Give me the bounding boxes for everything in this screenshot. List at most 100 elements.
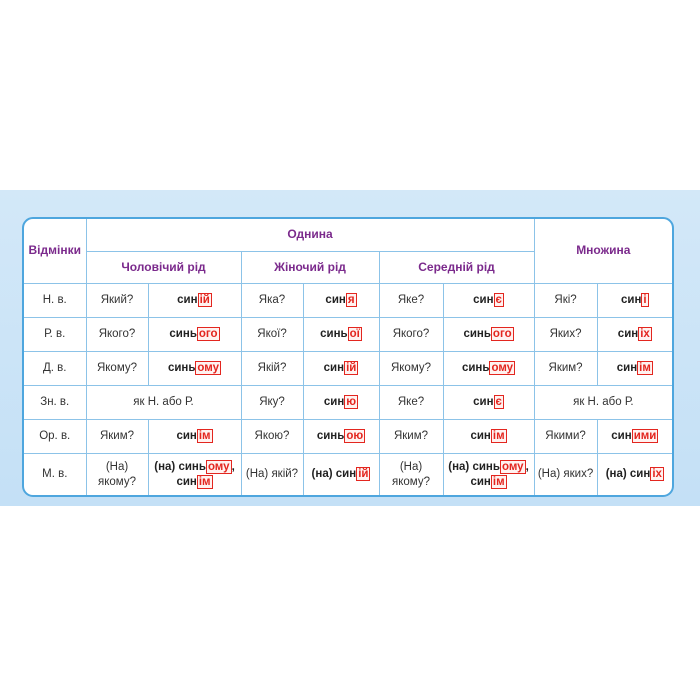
word-stem: син	[617, 327, 639, 340]
case-row: Н. в. Який? син ій Яка? син я Яке? син є Які? син і	[24, 282, 672, 318]
question: Який?	[85, 282, 149, 318]
question: Якого?	[378, 316, 444, 352]
question: Якому?	[85, 350, 149, 386]
word-cell: син я	[302, 282, 380, 318]
word-stem: син	[325, 293, 346, 306]
plural-header: Множина	[533, 219, 672, 284]
word-stem: синь	[461, 361, 490, 374]
preposition: (на)	[605, 468, 627, 481]
word-ending: є	[493, 292, 504, 307]
word-cell: син і	[596, 282, 672, 318]
word-ending: ім	[196, 474, 213, 489]
gender-header: Жіночий рід	[240, 250, 380, 284]
word-ending: іх	[650, 467, 664, 482]
case-label: М. в.	[24, 452, 87, 495]
case-row: Р. в. Якого? синь ого Якої? синь ої Якого? синь о…	[24, 316, 672, 352]
word-stem: син	[323, 395, 345, 408]
word-stem: син	[176, 429, 197, 442]
word-cell: син іх	[596, 316, 672, 352]
word-ending: ій	[344, 360, 359, 375]
word-cell: син ій	[147, 282, 242, 318]
word-stem: синь	[169, 327, 197, 340]
question: Якими?	[533, 418, 598, 454]
word-cell: синь ої	[302, 316, 380, 352]
word-stem: синь	[463, 327, 491, 340]
case-label: Д. в.	[24, 350, 87, 386]
word-cell: синь ого	[147, 316, 242, 352]
word-ending: ого	[196, 326, 220, 341]
word-ending: ім	[490, 474, 507, 489]
word-ending: є	[493, 394, 504, 409]
singular-header: Однина	[85, 219, 535, 252]
word-ending: ій	[197, 292, 212, 307]
word-cell: син ій	[302, 350, 380, 386]
question: (На) якому?	[85, 452, 149, 495]
case-row: Зн. в. як Н. або Р. Яку? син ю Яке? син є як Н. …	[24, 384, 672, 420]
word-ending: ім	[490, 428, 507, 443]
word-stem: син	[176, 475, 197, 488]
word-cell: син ю	[302, 384, 380, 420]
merged-cell: як Н. або Р.	[533, 384, 672, 420]
preposition: (на)	[311, 468, 333, 481]
question: Яких?	[533, 316, 598, 352]
word-stem: син	[629, 468, 651, 481]
case-row: Д. в. Якому? синь ому Якій? син ій Якому? синь ом…	[24, 350, 672, 386]
word-cell: (на) син іх	[596, 452, 672, 495]
preposition: (на)	[448, 460, 470, 473]
word-cell: син ім	[442, 418, 535, 454]
header-row: Відмінки Однина Множина	[24, 219, 672, 284]
word-cell: синь ому	[147, 350, 242, 386]
word-cell: син є	[442, 384, 535, 420]
word-ending: ої	[347, 326, 362, 341]
question: Яким?	[378, 418, 444, 454]
word-stem: син	[470, 429, 491, 442]
word-ending: ому	[205, 459, 232, 474]
question: (На) якому?	[378, 452, 444, 495]
word-stem: син	[473, 395, 494, 408]
case-row: М. в. (На) якому? (на) синь ому, син ім (На) я…	[24, 452, 672, 495]
case-header: Відмінки	[24, 219, 87, 284]
word-ending: ю	[344, 394, 359, 409]
word-cell: синь ою	[302, 418, 380, 454]
word-stem: син	[470, 475, 491, 488]
word-cell: синь ому	[442, 350, 535, 386]
word-ending: ім	[637, 360, 653, 375]
word-cell: син ім	[147, 418, 242, 454]
word-ending: ому	[499, 459, 526, 474]
word-cell: (на) синь ому, син ім	[442, 452, 535, 495]
merged-cell: як Н. або Р.	[85, 384, 242, 420]
word-cell: (на) синь ому, син ім	[147, 452, 242, 495]
word-ending: ими	[631, 428, 659, 443]
punctuation: ,	[231, 460, 235, 473]
punctuation: ,	[525, 460, 529, 473]
question: (На) яких?	[533, 452, 598, 495]
word-ending: ого	[490, 326, 514, 341]
question: Які?	[533, 282, 598, 318]
word-ending: ім	[196, 428, 213, 443]
table-frame: Відмінки Однина Множина Чоловічий рід Жіночи…	[22, 217, 674, 497]
question: Яку?	[240, 384, 304, 420]
question: Якого?	[85, 316, 149, 352]
question: Яке?	[378, 282, 444, 318]
declension-table: Відмінки Однина Множина Чоловічий рід Жіночи…	[24, 219, 672, 495]
word-stem: син	[323, 361, 345, 374]
word-ending: ою	[344, 428, 366, 443]
word-cell: син ими	[596, 418, 672, 454]
header-row: Чоловічий рід Жіночий рід Середній рід	[24, 250, 672, 284]
word-cell: син є	[442, 282, 535, 318]
question: Яка?	[240, 282, 304, 318]
word-ending: іх	[638, 326, 652, 341]
word-ending: ому	[195, 360, 222, 375]
gender-header: Чоловічий рід	[86, 250, 242, 284]
case-row: Ор. в. Яким? син ім Якою? синь ою Яким? син ім Яки…	[24, 418, 672, 454]
question: Якої?	[240, 316, 304, 352]
case-label: Ор. в.	[24, 418, 87, 454]
preposition: (на)	[154, 460, 176, 473]
word-stem: син	[473, 293, 494, 306]
word-stem: синь	[472, 460, 500, 473]
case-label: Зн. в.	[24, 384, 87, 420]
word-ending: ому	[489, 360, 516, 375]
question: Якому?	[378, 350, 444, 386]
question: Якій?	[240, 350, 304, 386]
